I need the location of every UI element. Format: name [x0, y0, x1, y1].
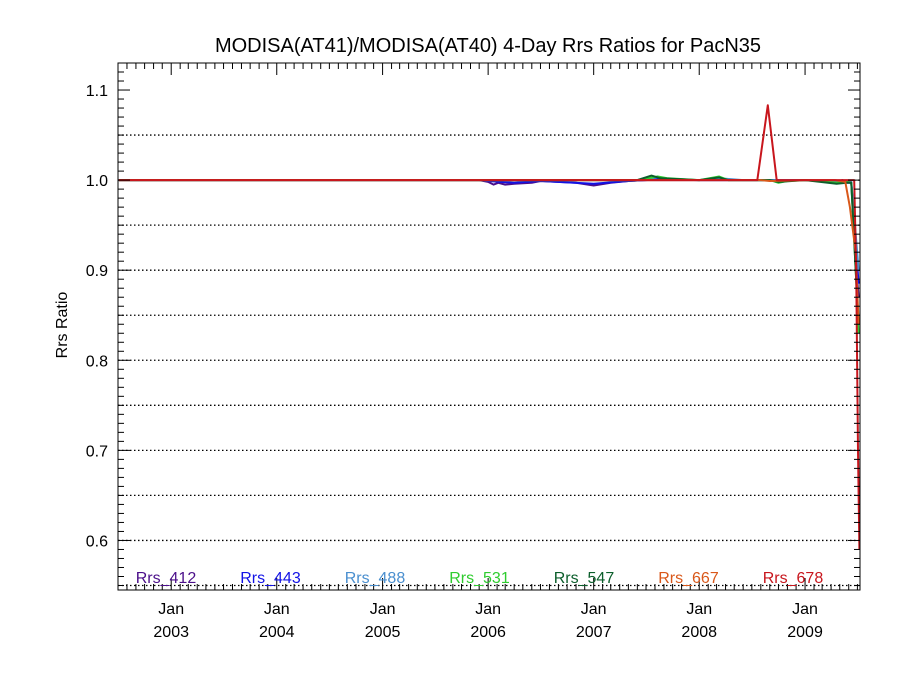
- x-tick-label-year: 2005: [365, 624, 401, 641]
- series-line-rrs-443: [118, 178, 860, 284]
- plot-frame: [117, 62, 861, 591]
- x-tick-label-month: Jan: [686, 601, 712, 618]
- legend-entry-rrs-531: Rrs_531: [449, 570, 510, 587]
- legend-entry-rrs-488: Rrs_488: [345, 570, 406, 587]
- x-tick-label-month: Jan: [370, 601, 396, 618]
- series-line-rrs-488: [118, 176, 860, 271]
- series-line-rrs-531: [118, 175, 860, 334]
- y-tick-label: 0.6: [86, 533, 108, 550]
- series-lines: [118, 104, 861, 550]
- legend-entry-rrs-547: Rrs_547: [554, 570, 615, 587]
- x-tick-label-month: Jan: [158, 601, 184, 618]
- legend-entry-rrs-678: Rrs_678: [763, 570, 824, 587]
- x-tick-label-year: 2006: [470, 624, 506, 641]
- y-tick-label: 1.0: [86, 173, 108, 190]
- x-tick-label-year: 2007: [576, 624, 612, 641]
- x-tick-label-year: 2003: [153, 624, 189, 641]
- x-tick-label-year: 2004: [259, 624, 295, 641]
- y-tick-label: 0.9: [86, 263, 108, 280]
- legend-entry-rrs-443: Rrs_443: [240, 570, 301, 587]
- chart-title: MODISA(AT41)/MODISA(AT40) 4-Day Rrs Rati…: [215, 35, 761, 57]
- x-tick-label-year: 2009: [787, 624, 823, 641]
- grid-lines: [118, 134, 860, 587]
- x-tick-label-month: Jan: [581, 601, 607, 618]
- y-tick-label: 0.7: [86, 443, 108, 460]
- axes: 0.6 0.7 0.8 0.9 1.0 1.1 Jan 2003 Jan 2004 Jan 2005 J…: [86, 62, 861, 641]
- x-tick-label-month: Jan: [264, 601, 290, 618]
- series-line-rrs-547: [118, 174, 860, 325]
- series-line-rrs-667: [118, 179, 860, 325]
- series-line-rrs-412: [118, 179, 860, 298]
- series-line-rrs-678: [118, 104, 861, 550]
- legend: Rrs_412 Rrs_443 Rrs_488 Rrs_531 Rrs_547 Rrs_6…: [136, 570, 824, 587]
- y-tick-label: 0.8: [86, 353, 108, 370]
- x-tick-label-year: 2008: [681, 624, 717, 641]
- y-tick-label: 1.1: [86, 83, 108, 100]
- legend-entry-rrs-412: Rrs_412: [136, 570, 197, 587]
- x-tick-label-month: Jan: [475, 601, 501, 618]
- y-axis-label: Rrs Ratio: [54, 292, 71, 359]
- legend-entry-rrs-667: Rrs_667: [658, 570, 719, 587]
- x-tick-label-month: Jan: [792, 601, 818, 618]
